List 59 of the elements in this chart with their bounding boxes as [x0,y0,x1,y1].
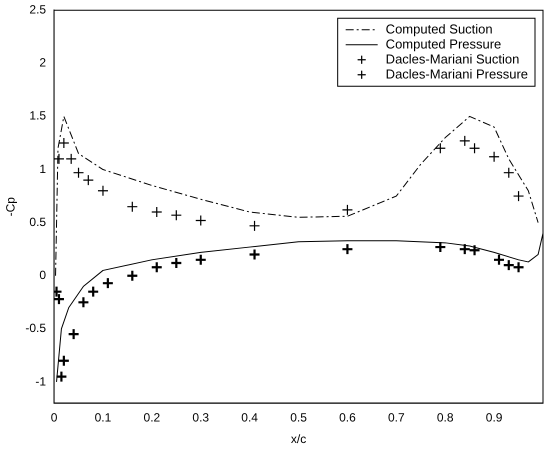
point [82,174,94,186]
point [68,328,80,340]
point [77,296,90,308]
x-tick-label: 0.4 [241,410,258,425]
x-tick-label: 0.2 [144,410,161,425]
point [54,153,65,165]
point [102,277,114,290]
x-tick-label: 0.3 [192,410,210,425]
point [342,204,354,216]
point [503,167,514,178]
y-axis-title: -Cp [4,196,18,216]
point [492,254,506,266]
point [126,270,138,282]
point [87,286,100,298]
y-tick-label: 1 [39,162,46,176]
point [488,151,500,162]
point [458,243,471,256]
legend-label: Computed Suction [386,21,493,36]
point [459,135,470,146]
y-tick-label: 0.5 [29,214,46,229]
x-tick-label: 0 [50,410,58,425]
x-tick-label: 0.8 [436,410,454,425]
point [151,206,162,218]
point [170,256,182,270]
legend-label: Computed Pressure [386,36,502,52]
point [248,248,261,261]
legend-label: Dacles-Mariani Suction [386,51,520,66]
point [150,261,163,274]
point [126,201,138,212]
point [58,137,70,149]
point [502,259,515,272]
point [248,220,260,232]
point [468,142,480,154]
y-tick-label: 1.5 [29,108,46,123]
y-tick-label: 2 [39,56,46,70]
point [341,243,354,256]
point [170,210,182,221]
point [195,214,206,226]
y-tick-label: -0.5 [25,321,46,336]
legend-label: Dacles-Mariani Pressure [386,66,528,82]
y-tick-label: 0 [39,268,46,282]
point [55,370,68,383]
x-axis-title: x/c [290,432,306,446]
point [512,190,524,202]
point [66,153,77,165]
point [468,244,481,256]
point [58,354,70,367]
x-tick-label: 0.9 [486,410,503,425]
point [434,240,446,254]
x-tick-label: 0.6 [339,410,356,425]
y-tick-label: 2.5 [29,2,46,17]
x-tick-label: 0.5 [290,410,308,425]
x-tick-label: 0.1 [94,410,112,425]
point [97,185,109,196]
x-tick-label: 0.7 [388,410,405,425]
point [194,254,207,266]
point [72,167,84,178]
y-tick-label: -1 [35,374,46,388]
point [512,261,525,274]
